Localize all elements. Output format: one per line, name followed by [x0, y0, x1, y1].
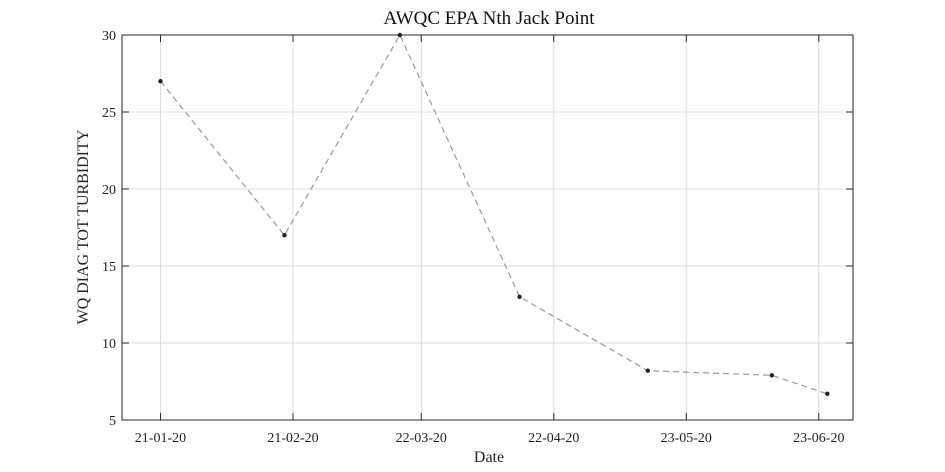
- axis-ticks: [122, 34, 853, 421]
- series-line: [160, 33, 828, 395]
- y-tick-label: 20: [102, 183, 116, 198]
- y-tick-label: 15: [102, 260, 116, 275]
- x-tick-label: 21-01-20: [135, 431, 186, 446]
- y-axis-label: WQ DIAG TOT TURBIDITY: [75, 129, 92, 324]
- data-point: [517, 294, 522, 299]
- y-tick-label: 25: [102, 106, 116, 121]
- y-tick-label: 10: [102, 337, 116, 352]
- data-series: [158, 32, 830, 397]
- data-point: [825, 391, 830, 397]
- chart-title: AWQC EPA Nth Jack Point: [383, 8, 595, 29]
- x-tick-label: 23-05-20: [661, 431, 712, 446]
- data-point: [769, 373, 774, 378]
- x-tick-label: 21-02-20: [267, 431, 318, 446]
- x-tick-label: 22-03-20: [396, 431, 447, 446]
- tick-labels: 21-01-20 21-02-20 22-03-20 22-04-20 23-05-20…: [102, 29, 844, 446]
- data-point: [282, 233, 287, 238]
- plot-area: [121, 34, 854, 421]
- x-tick-label: 23-06-20: [793, 431, 844, 446]
- data-point: [158, 79, 163, 84]
- x-tick-label: 22-04-20: [528, 431, 579, 446]
- y-tick-label: 30: [102, 29, 116, 44]
- x-axis-label: Date: [474, 449, 504, 466]
- y-tick-label: 5: [109, 414, 116, 429]
- data-point: [645, 368, 651, 373]
